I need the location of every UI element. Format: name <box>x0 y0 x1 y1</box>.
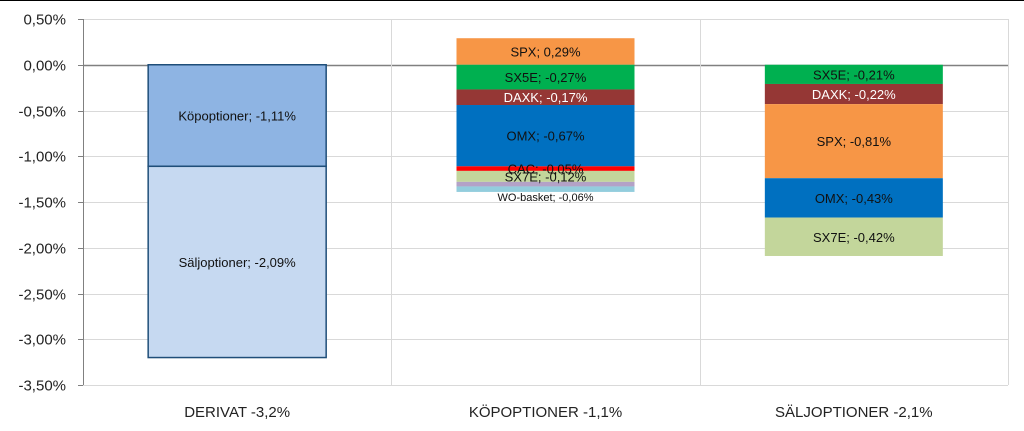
y-tick-label: -1,50% <box>18 195 66 212</box>
bar-segment <box>764 64 943 84</box>
x-category-label: SÄLJOPTIONER -2,1% <box>775 404 933 421</box>
data-label: Köpoptioner; -1,11% <box>178 109 296 124</box>
data-label: DAXK; -0,22% <box>812 87 896 102</box>
data-label: OMX; -0,43% <box>815 191 893 206</box>
y-tick-label: -2,00% <box>18 241 66 258</box>
data-label: SX5E; -0,21% <box>813 67 895 82</box>
bar-segment <box>456 89 635 106</box>
axes <box>78 19 84 386</box>
y-tick-label: 0,50% <box>23 12 66 29</box>
bar-segment <box>456 38 635 65</box>
bar-segment <box>456 105 635 167</box>
data-label: SX7E; -0,42% <box>813 230 895 245</box>
x-category-label: KÖPOPTIONER -1,1% <box>469 403 622 421</box>
data-label: WO-basket; -0,06% <box>498 192 594 204</box>
data-label: CAC; -0,05% <box>508 162 584 177</box>
bars <box>147 38 943 359</box>
y-tick-label: -2,50% <box>18 287 66 304</box>
data-label: OMX; -0,67% <box>506 129 584 144</box>
bar-segment <box>764 178 943 218</box>
y-tick-label: -3,00% <box>18 332 66 349</box>
y-tick-label: 0,00% <box>23 58 66 75</box>
x-category-label: DERIVAT -3,2% <box>184 404 290 421</box>
bar-segment <box>456 186 635 192</box>
data-label: SPX; -0,81% <box>817 134 892 149</box>
bar-segment <box>456 170 635 182</box>
data-label: SX5E; -0,27% <box>505 70 587 85</box>
data-label: SPX; 0,29% <box>510 44 581 59</box>
y-tick-label: -3,50% <box>18 378 66 395</box>
bar-segment <box>147 165 327 359</box>
bar-segment <box>147 64 327 168</box>
bar-segment <box>764 104 943 179</box>
bar-segment <box>764 83 943 105</box>
bar-segment <box>456 181 635 187</box>
y-tick-label: -0,50% <box>18 104 66 121</box>
labels: 0,50% 0,00% -0,50% -1,00% -1,50% -2,00% -2,50%… <box>18 12 932 422</box>
bar-segment <box>456 64 635 90</box>
y-tick-label: -1,00% <box>18 149 66 166</box>
bar-segment <box>764 217 943 256</box>
bar-segment <box>456 166 635 171</box>
data-label: SX7E; -0,12% <box>505 169 587 184</box>
data-label: Säljoptioner; -2,09% <box>179 255 297 270</box>
data-label: DAXK; -0,17% <box>504 90 588 105</box>
